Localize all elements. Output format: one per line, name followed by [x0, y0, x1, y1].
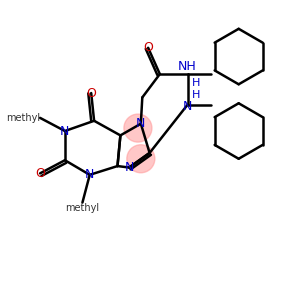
- Text: N: N: [124, 161, 134, 174]
- Text: H: H: [192, 78, 200, 88]
- Text: NH: NH: [178, 60, 197, 73]
- Text: N: N: [183, 100, 192, 113]
- Text: N: N: [85, 168, 94, 181]
- Text: O: O: [86, 87, 96, 100]
- Text: N: N: [60, 124, 70, 137]
- Text: O: O: [35, 167, 45, 180]
- Text: methyl: methyl: [6, 113, 40, 123]
- Text: N: N: [136, 117, 146, 130]
- Text: O: O: [143, 41, 153, 54]
- Text: H: H: [192, 89, 200, 100]
- Circle shape: [124, 114, 152, 142]
- Circle shape: [127, 145, 155, 173]
- Text: methyl: methyl: [65, 202, 100, 213]
